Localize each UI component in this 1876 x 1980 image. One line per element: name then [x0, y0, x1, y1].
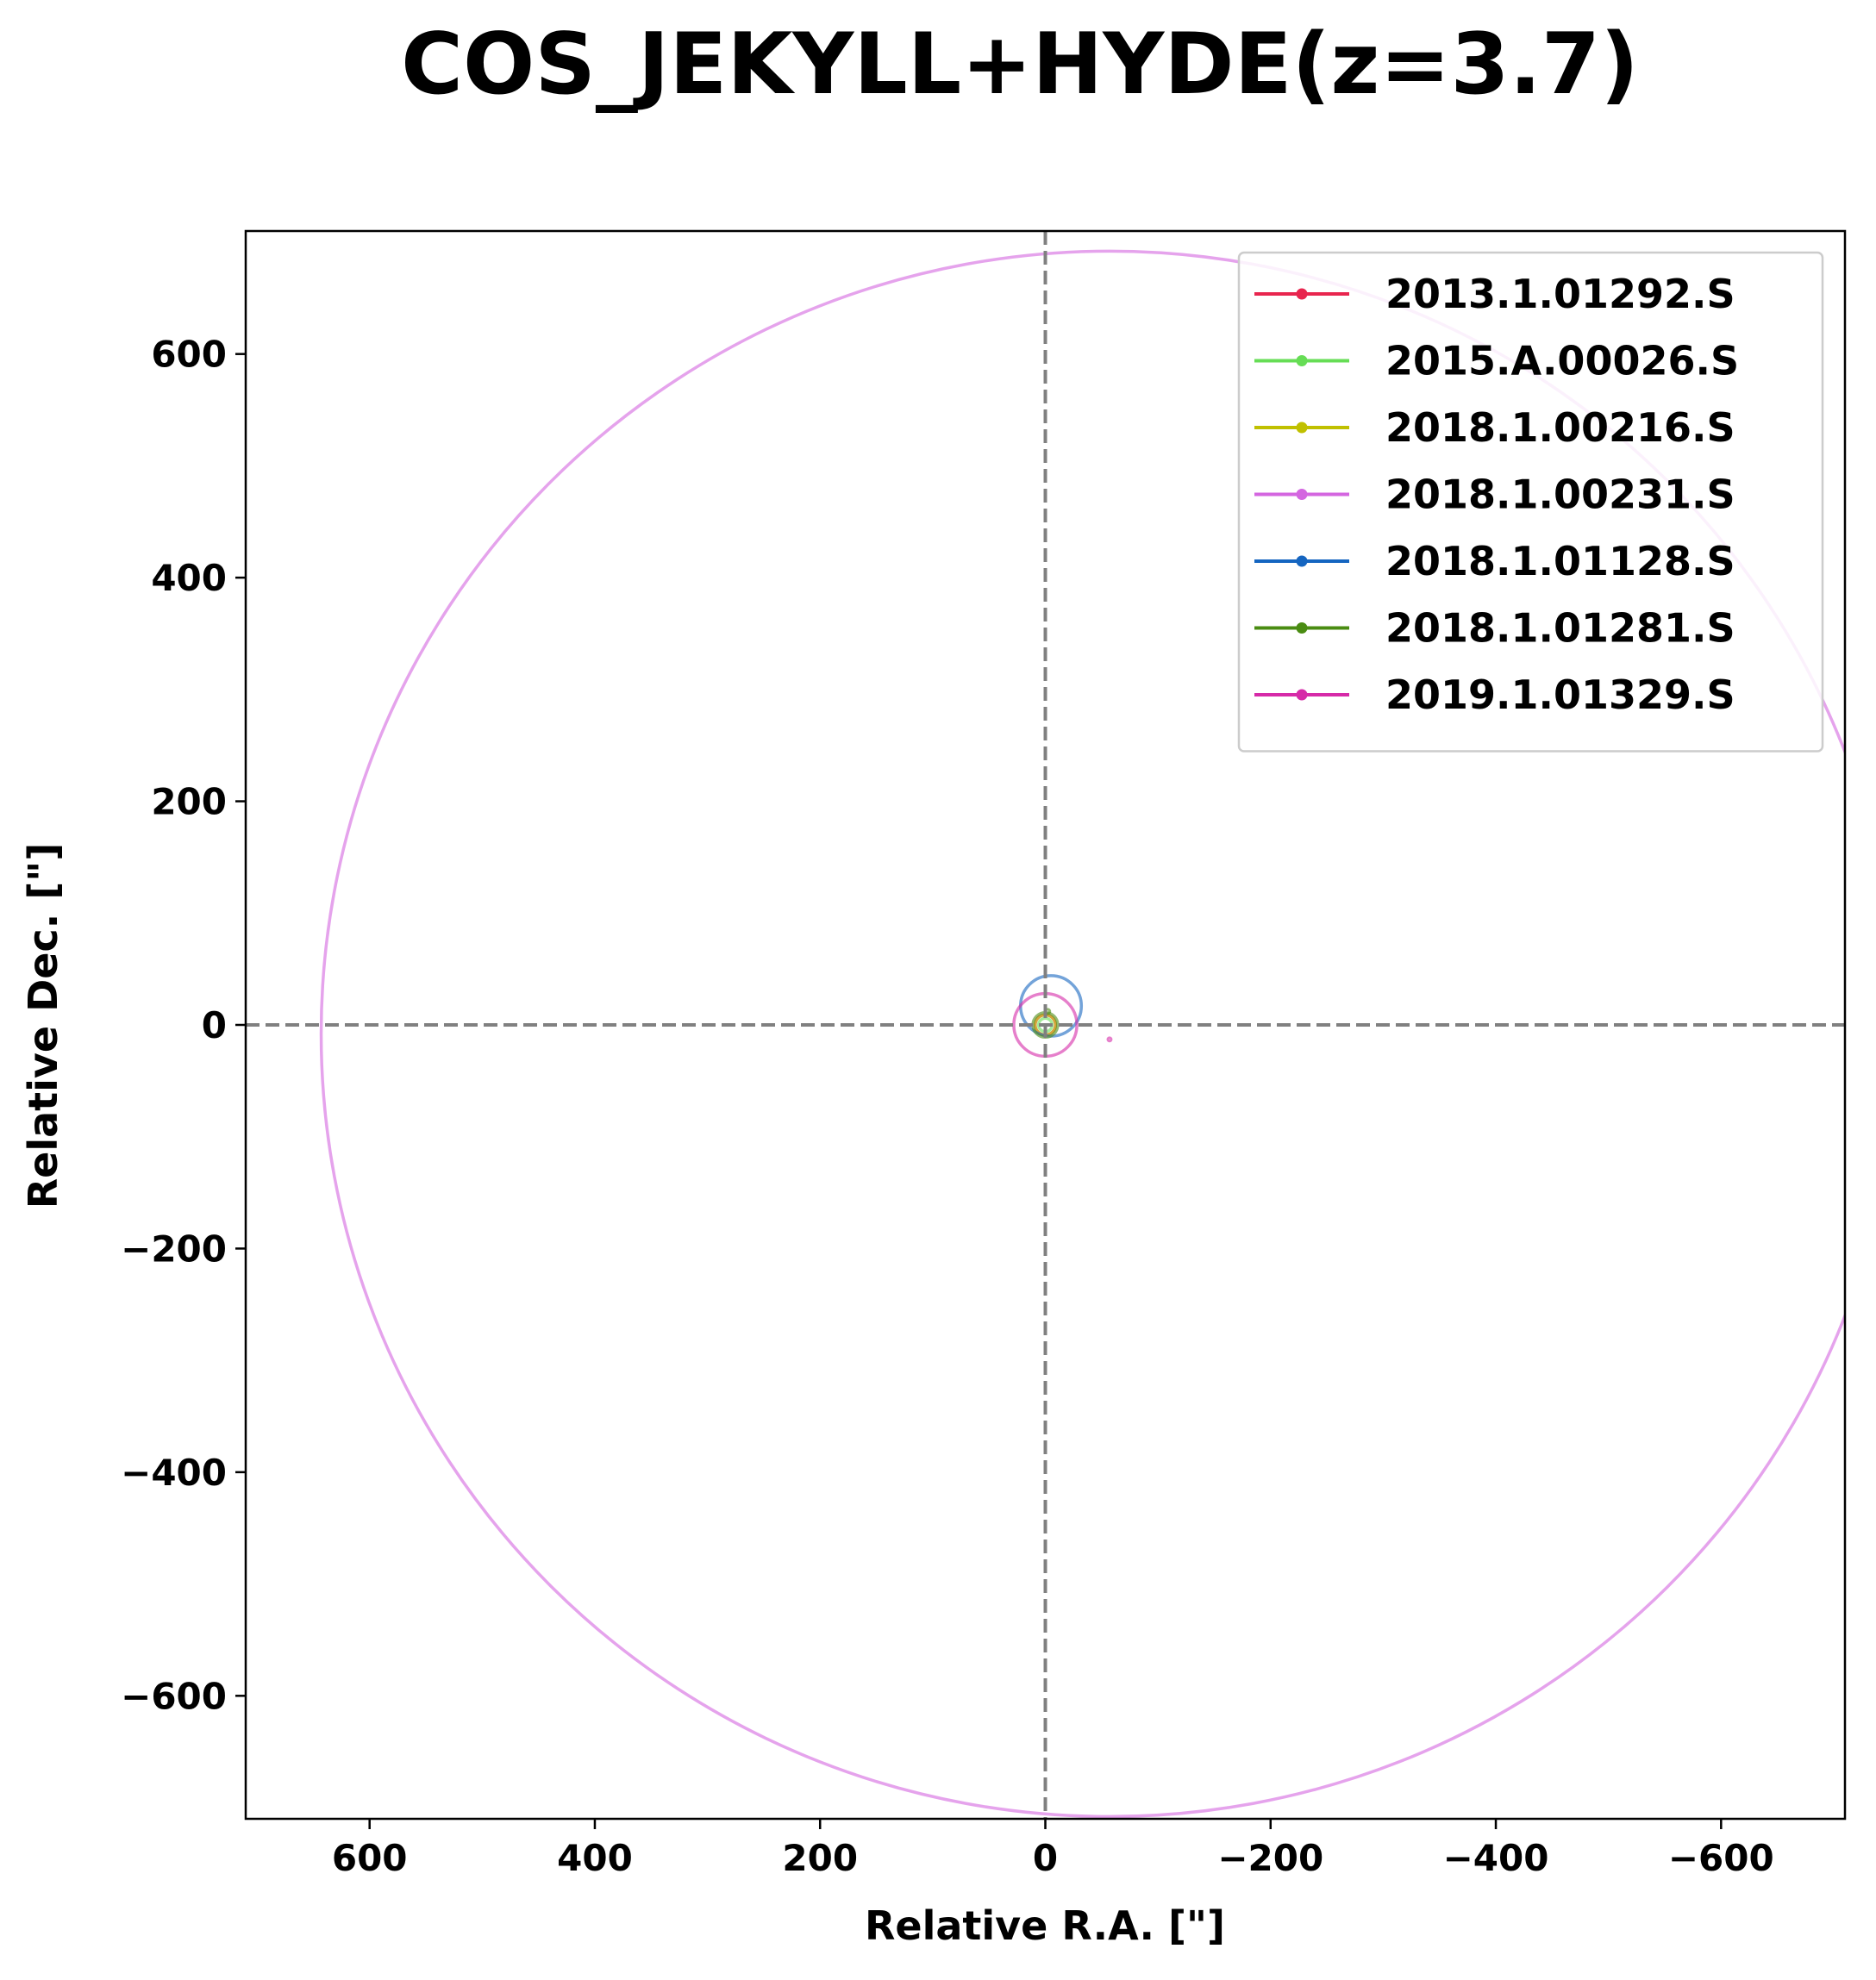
legend-label-4: 2018.1.01128.S: [1385, 538, 1735, 584]
legend-marker-6: [1296, 689, 1308, 701]
y-tick-label-4: −200: [121, 1227, 227, 1270]
legend-marker-2: [1296, 422, 1308, 434]
y-axis-label: Relative Dec. ["]: [20, 843, 66, 1209]
plot-area: [246, 231, 1845, 1819]
chart-title: COS_JEKYLL+HYDE(z=3.7): [401, 16, 1639, 114]
legend-marker-4: [1296, 555, 1308, 567]
y-tick-label-5: −400: [121, 1452, 227, 1494]
y-tick-label-6: −600: [121, 1675, 227, 1717]
series-6-circle-1: [1106, 1036, 1113, 1043]
x-tick-label-0: 600: [332, 1837, 408, 1879]
y-tick-label-0: 600: [151, 334, 227, 376]
legend-label-6: 2019.1.01329.S: [1385, 671, 1735, 718]
legend-marker-5: [1296, 622, 1308, 634]
legend-box: [1237, 251, 1824, 753]
y-tick-label-3: 0: [202, 1004, 227, 1046]
series-3-circle-0: [320, 249, 1845, 1818]
x-tick-label-6: −600: [1668, 1837, 1774, 1879]
x-axis-label: Relative R.A. ["]: [865, 1902, 1225, 1949]
legend-label-3: 2018.1.00231.S: [1385, 472, 1735, 518]
x-tick-label-4: −200: [1217, 1837, 1323, 1879]
x-tick-label-1: 400: [557, 1837, 633, 1879]
x-tick-label-5: −400: [1443, 1837, 1549, 1879]
x-tick-label-3: 0: [1033, 1837, 1058, 1879]
legend-label-2: 2018.1.00216.S: [1385, 404, 1735, 451]
y-axis: 600 400 200 0 −200 −400 −600: [121, 334, 246, 1717]
y-tick-label-1: 400: [151, 557, 227, 599]
y-tick-label-2: 200: [151, 781, 227, 823]
legend-label-5: 2018.1.01281.S: [1385, 605, 1735, 652]
x-axis: 600 400 200 0 −200 −400 −600: [332, 1819, 1774, 1879]
legend-label-1: 2015.A.00026.S: [1385, 338, 1739, 384]
legend-marker-0: [1296, 288, 1308, 300]
x-tick-label-2: 200: [782, 1837, 858, 1879]
legend-marker-3: [1296, 489, 1308, 500]
legend: 2013.1.01292.S 2015.A.00026.S 2018.1.00216…: [1237, 251, 1824, 753]
legend-label-0: 2013.1.01292.S: [1385, 271, 1735, 317]
legend-marker-1: [1296, 355, 1308, 366]
